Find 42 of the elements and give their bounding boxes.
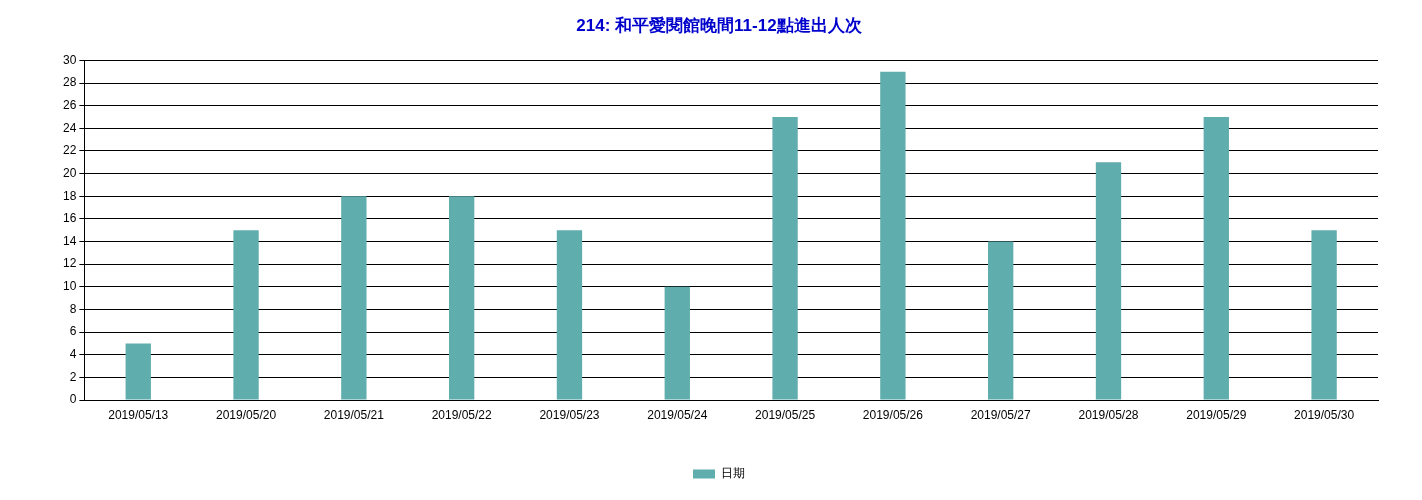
bar xyxy=(988,241,1014,400)
y-tick-label: 14 xyxy=(62,233,77,248)
x-tick-label: 2019/05/25 xyxy=(755,407,816,422)
x-tick-label: 2019/05/23 xyxy=(539,407,600,422)
bar xyxy=(880,71,906,400)
y-tick-label: 10 xyxy=(62,279,77,294)
bar xyxy=(772,117,798,400)
x-tick-label: 2019/05/29 xyxy=(1186,407,1247,422)
y-tick-label: 24 xyxy=(62,120,77,135)
y-tick-label: 2 xyxy=(69,369,77,384)
y-tick-label: 18 xyxy=(62,188,77,203)
y-tick-label: 22 xyxy=(62,143,77,158)
y-tick-label: 20 xyxy=(62,165,77,180)
bar xyxy=(1311,230,1337,400)
x-tick-label: 2019/05/27 xyxy=(970,407,1032,422)
bar xyxy=(449,196,475,400)
chart-title: 214: 和平愛閱館晚間11-12點進出人次 xyxy=(576,15,863,35)
bar xyxy=(556,230,583,400)
legend-label: 日期 xyxy=(721,466,745,481)
bar xyxy=(1095,162,1122,400)
y-tick-label: 16 xyxy=(62,211,77,226)
x-tick-label: 2019/05/21 xyxy=(323,407,385,422)
x-tick-label: 2019/05/22 xyxy=(431,407,493,422)
y-tick-label: 12 xyxy=(62,256,77,271)
y-tick-label: 4 xyxy=(69,347,77,362)
y-tick-label: 26 xyxy=(62,97,77,112)
y-tick-label: 8 xyxy=(69,301,77,316)
bar xyxy=(233,230,259,400)
bar xyxy=(664,286,690,400)
x-tick-label: 2019/05/20 xyxy=(216,407,277,422)
x-tick-label: 2019/05/13 xyxy=(108,407,169,422)
y-tick-label: 30 xyxy=(62,52,77,67)
y-tick-label: 0 xyxy=(69,392,77,407)
x-tick-label: 2019/05/30 xyxy=(1294,407,1355,422)
x-tick-label: 2019/05/24 xyxy=(647,407,708,422)
bar xyxy=(341,196,367,400)
y-tick-label: 6 xyxy=(69,324,77,339)
bar xyxy=(125,343,151,400)
bar xyxy=(1203,117,1229,400)
x-tick-label: 2019/05/26 xyxy=(862,407,924,422)
y-tick-label: 28 xyxy=(62,75,77,90)
x-tick-label: 2019/05/28 xyxy=(1078,407,1139,422)
